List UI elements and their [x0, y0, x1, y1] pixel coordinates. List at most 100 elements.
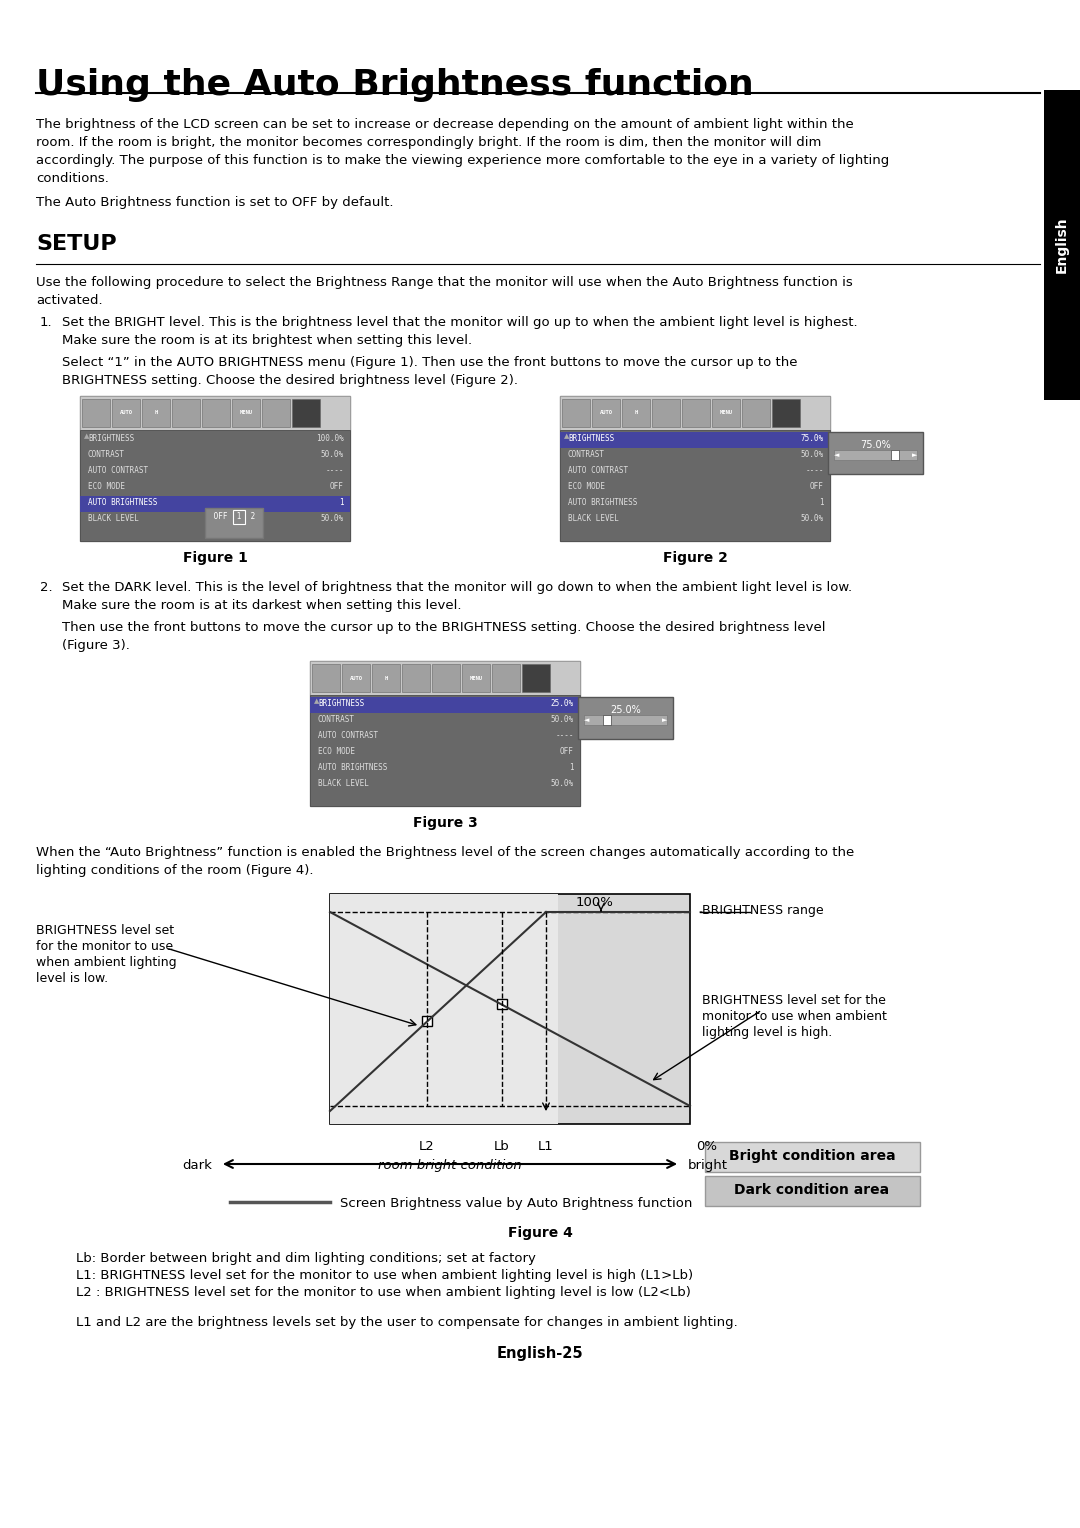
Text: Figure 4: Figure 4 [508, 1225, 572, 1241]
Text: for the monitor to use: for the monitor to use [36, 940, 173, 953]
Text: AUTO CONTRAST: AUTO CONTRAST [318, 730, 378, 740]
Text: BLACK LEVEL: BLACK LEVEL [87, 513, 139, 523]
Bar [310, 662, 580, 695]
Text: L1 and L2 are the brightness levels set by the user to compensate for changes in: L1 and L2 are the brightness levels set … [76, 1316, 738, 1329]
Text: Figure 1: Figure 1 [183, 552, 247, 565]
Bar [622, 399, 650, 426]
Bar [705, 1177, 920, 1206]
Text: AUTO BRIGHTNESS: AUTO BRIGHTNESS [318, 762, 388, 772]
Text: 1: 1 [820, 498, 824, 507]
Text: MENU: MENU [719, 411, 732, 416]
Text: AUTO CONTRAST: AUTO CONTRAST [87, 466, 148, 475]
Text: Set the BRIGHT level. This is the brightness level that the monitor will go up t: Set the BRIGHT level. This is the bright… [62, 316, 858, 329]
Bar [828, 432, 923, 474]
Text: OFF: OFF [561, 747, 573, 756]
Text: ----: ---- [806, 466, 824, 475]
Text: Make sure the room is at its darkest when setting this level.: Make sure the room is at its darkest whe… [62, 599, 461, 613]
Bar [561, 432, 831, 448]
Text: 50.0%: 50.0% [801, 451, 824, 458]
Text: monitor to use when ambient: monitor to use when ambient [702, 1010, 887, 1024]
Bar [80, 396, 350, 541]
Text: lighting level is high.: lighting level is high. [702, 1025, 833, 1039]
Text: H: H [384, 675, 388, 680]
Bar [141, 399, 170, 426]
Text: BLACK LEVEL: BLACK LEVEL [568, 513, 619, 523]
Text: MENU: MENU [240, 411, 253, 416]
Text: The Auto Brightness function is set to OFF by default.: The Auto Brightness function is set to O… [36, 196, 393, 209]
Text: When the “Auto Brightness” function is enabled the Brightness level of the scree: When the “Auto Brightness” function is e… [36, 847, 854, 859]
Bar [262, 399, 291, 426]
Bar [342, 665, 370, 692]
Bar [312, 665, 340, 692]
Text: ▲: ▲ [314, 698, 320, 704]
Bar [372, 665, 400, 692]
Bar [233, 510, 245, 524]
Text: dark: dark [183, 1160, 212, 1172]
Text: BRIGHTNESS setting. Choose the desired brightness level (Figure 2).: BRIGHTNESS setting. Choose the desired b… [62, 374, 518, 387]
Text: L2 : BRIGHTNESS level set for the monitor to use when ambient lighting level is : L2 : BRIGHTNESS level set for the monito… [76, 1287, 691, 1299]
Text: ►: ► [662, 717, 667, 723]
Text: BRIGHTNESS range: BRIGHTNESS range [702, 905, 824, 917]
Text: CONTRAST: CONTRAST [87, 451, 125, 458]
Text: 100.0%: 100.0% [316, 434, 345, 443]
Text: OFF  1  2: OFF 1 2 [210, 512, 255, 521]
Text: CONTRAST: CONTRAST [318, 715, 355, 724]
Text: AUTO: AUTO [599, 411, 612, 416]
Text: room bright condition: room bright condition [378, 1160, 522, 1172]
Bar [891, 451, 899, 460]
Text: Then use the front buttons to move the cursor up to the BRIGHTNESS setting. Choo: Then use the front buttons to move the c… [62, 620, 825, 634]
Bar [497, 999, 507, 1008]
Bar [834, 451, 917, 460]
Text: activated.: activated. [36, 293, 103, 307]
Text: 50.0%: 50.0% [551, 779, 573, 788]
Bar [652, 399, 680, 426]
Text: when ambient lighting: when ambient lighting [36, 957, 177, 969]
Text: English-25: English-25 [497, 1346, 583, 1361]
Text: AUTO BRIGHTNESS: AUTO BRIGHTNESS [87, 498, 158, 507]
Bar [432, 665, 460, 692]
Text: BRIGHTNESS: BRIGHTNESS [87, 434, 134, 443]
Text: CONTRAST: CONTRAST [568, 451, 605, 458]
Text: Dark condition area: Dark condition area [734, 1183, 890, 1196]
Bar [310, 697, 580, 714]
Text: AUTO CONTRAST: AUTO CONTRAST [568, 466, 629, 475]
Text: 25.0%: 25.0% [610, 704, 640, 715]
Bar [562, 399, 590, 426]
Text: English: English [1055, 217, 1069, 274]
Text: BRIGHTNESS: BRIGHTNESS [318, 698, 364, 707]
Bar [172, 399, 200, 426]
Text: 75.0%: 75.0% [860, 440, 891, 451]
Text: H: H [634, 411, 637, 416]
Bar [772, 399, 800, 426]
Text: BRIGHTNESS level set: BRIGHTNESS level set [36, 924, 174, 937]
Text: Make sure the room is at its brightest when setting this level.: Make sure the room is at its brightest w… [62, 335, 472, 347]
Bar [80, 396, 350, 429]
Bar [462, 665, 490, 692]
Bar [202, 399, 230, 426]
Text: ▲: ▲ [84, 432, 90, 439]
Bar [712, 399, 740, 426]
Text: 1.: 1. [40, 316, 53, 329]
Bar [522, 665, 550, 692]
Bar [592, 399, 620, 426]
Text: AUTO: AUTO [350, 675, 363, 680]
Bar [232, 399, 260, 426]
Bar [112, 399, 140, 426]
Bar [705, 1141, 920, 1172]
Bar [742, 399, 770, 426]
Text: L1: L1 [538, 1140, 554, 1154]
Text: Figure 2: Figure 2 [662, 552, 728, 565]
Bar [82, 399, 110, 426]
Text: 1: 1 [339, 498, 345, 507]
Text: bright: bright [688, 1160, 728, 1172]
Bar [310, 662, 580, 805]
Text: 50.0%: 50.0% [321, 513, 345, 523]
Text: L2: L2 [419, 1140, 435, 1154]
Text: lighting conditions of the room (Figure 4).: lighting conditions of the room (Figure … [36, 863, 313, 877]
Text: 0%: 0% [696, 1140, 717, 1154]
Text: OFF: OFF [810, 481, 824, 490]
Text: 25.0%: 25.0% [551, 698, 573, 707]
Text: AUTO BRIGHTNESS: AUTO BRIGHTNESS [568, 498, 637, 507]
Text: SETUP: SETUP [36, 234, 117, 254]
Text: ►: ► [912, 452, 917, 458]
